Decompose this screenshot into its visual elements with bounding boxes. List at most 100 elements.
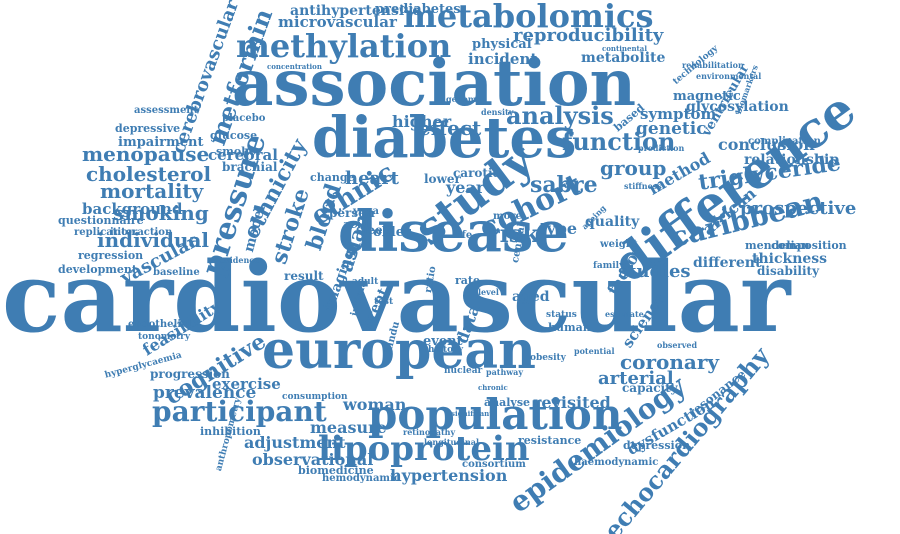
- cloud-word-observed: observed: [657, 340, 698, 350]
- cloud-word-cardiovascular: cardiovascular: [2, 241, 791, 354]
- cloud-word-coronary: coronary: [620, 350, 720, 374]
- cloud-word-depression: depression: [623, 439, 691, 452]
- cloud-word-regression: regression: [78, 249, 144, 262]
- cloud-word-hypertension: hypertension: [390, 466, 508, 485]
- cloud-word-population: population: [368, 390, 623, 439]
- cloud-word-prediction: prediction: [638, 143, 685, 153]
- cloud-word-density: density: [481, 107, 514, 117]
- cloud-word-depressive: depressive: [115, 122, 181, 135]
- cloud-word-obesity: obesity: [530, 353, 566, 363]
- cloud-word-prediabetes: prediabetes: [375, 2, 461, 17]
- cloud-word-individual: individual: [97, 228, 210, 252]
- cloud-word-test: test: [374, 297, 394, 307]
- cloud-word-aged: aged: [512, 289, 550, 305]
- cloud-word-cerebral: cerebral: [208, 146, 278, 164]
- cloud-word-measure: measure: [310, 418, 387, 437]
- cloud-word-metabolomics: metabolomics: [403, 0, 654, 35]
- cloud-word-significant: significant: [451, 409, 493, 418]
- cloud-word-placebo: placebo: [222, 113, 266, 124]
- cloud-word-development: development: [58, 263, 138, 276]
- cloud-word-pathway: pathway: [486, 367, 524, 377]
- cloud-word-rehabilitation: rehabilitation: [682, 60, 744, 70]
- cloud-word-complication: complication: [748, 136, 821, 147]
- cloud-word-thickness: thickness: [752, 251, 828, 267]
- cloud-word-symptom: symptom: [640, 105, 717, 123]
- cloud-word-metabolite: metabolite: [581, 50, 666, 66]
- cloud-word-longitudinal: longitudinal: [424, 437, 480, 447]
- cloud-word-analysis: analysis: [506, 101, 614, 130]
- cloud-word-risk: risk: [487, 219, 539, 248]
- cloud-word-nuclear: nuclear: [444, 366, 483, 376]
- cloud-word-endothelial: endothelial: [128, 319, 192, 330]
- cloud-word-effect: effect: [418, 116, 482, 140]
- cloud-word-inhibition: inhibition: [200, 425, 261, 438]
- cloud-word-studies: studies: [618, 261, 691, 282]
- cloud-word-smoker: smoker: [216, 145, 262, 158]
- cloud-word-carotid: carotid: [453, 166, 501, 180]
- cloud-word-composition: composition: [771, 239, 847, 252]
- cloud-word-history: history: [428, 345, 464, 355]
- cloud-word-association: association: [232, 46, 637, 121]
- cloud-word-life: life: [454, 230, 473, 241]
- cloud-word-methylation: methylation: [236, 27, 452, 65]
- cloud-word-continental: continental: [602, 44, 647, 53]
- cloud-word-lipoprotein: lipoprotein: [318, 429, 530, 469]
- cloud-word-questionnaire: questionnaire: [58, 214, 144, 227]
- cloud-word-change: change: [310, 171, 355, 184]
- cloud-word-arterial: arterial: [598, 368, 674, 389]
- cloud-word-glucose: glucose: [210, 129, 258, 142]
- cloud-word-smoking: smoking: [113, 201, 209, 225]
- cloud-word-concentration: concentration: [267, 62, 322, 71]
- cloud-word-person: person: [329, 206, 375, 220]
- cloud-word-more: more: [493, 211, 522, 222]
- cloud-word-environmental: environmental: [696, 71, 762, 81]
- cloud-word-estimate: estimate: [605, 309, 644, 319]
- cloud-word-adult: adult: [352, 277, 379, 287]
- cloud-word-antihypertensive: antihypertensive: [290, 3, 422, 19]
- cloud-word-higher: higher: [392, 112, 452, 131]
- cloud-word-evidence: evidence: [220, 255, 260, 265]
- cloud-word-diabetes: diabetes: [312, 105, 577, 171]
- cloud-word-function: function: [562, 127, 676, 156]
- cloud-word-magnetic: magnetic: [673, 89, 741, 104]
- cloud-word-type: type: [539, 219, 578, 238]
- cloud-word-group: group: [600, 156, 667, 180]
- cloud-word-exercise: exercise: [212, 375, 281, 393]
- cloud-word-rate: rate: [455, 274, 481, 287]
- cloud-word-acid: acid: [343, 218, 369, 231]
- cloud-word-glycosylation: glycosylation: [686, 99, 789, 115]
- cloud-word-sabre: sabre: [530, 172, 598, 198]
- cloud-word-european: european: [262, 320, 536, 381]
- cloud-word-interaction: interaction: [110, 227, 173, 238]
- cloud-word-genome: genome: [446, 94, 482, 104]
- cloud-word-brachial: brachial: [222, 160, 278, 174]
- cloud-word-replication: replication: [74, 227, 136, 238]
- cloud-word-menopause: menopause: [82, 142, 210, 166]
- cloud-word-quality: quality: [585, 214, 640, 230]
- cloud-word-result: result: [284, 269, 324, 283]
- cloud-word-background: background: [82, 200, 183, 218]
- cloud-word-chronic: chronic: [478, 383, 508, 392]
- cloud-word-biomedicine: biomedicine: [298, 464, 374, 477]
- cloud-word-adjustment: adjustment: [244, 433, 346, 452]
- cloud-word-year: year: [446, 178, 485, 197]
- cloud-word-cholesterol: cholesterol: [86, 162, 212, 186]
- cloud-word-conclusion: conclusion: [718, 135, 815, 154]
- cloud-word-disease: disease: [338, 199, 570, 265]
- cloud-word-progression: progression: [150, 367, 230, 381]
- cloud-word-consortium: consortium: [462, 459, 526, 470]
- cloud-word-prevalence: prevalence: [153, 383, 257, 403]
- cloud-word-genetic: genetic: [636, 119, 707, 139]
- cloud-word-prospective: prospective: [740, 198, 857, 219]
- cloud-word-assessment: assessment: [134, 105, 199, 116]
- cloud-word-relationship: relationship: [744, 152, 840, 168]
- cloud-word-haemodynamic: haemodynamic: [574, 457, 659, 468]
- cloud-word-woman: woman: [343, 395, 407, 414]
- cloud-word-tonometry: tonometry: [138, 332, 191, 342]
- cloud-word-observational: observational: [252, 450, 374, 469]
- cloud-word-mendelian: mendelian: [745, 239, 810, 252]
- cloud-word-resistance: resistance: [518, 434, 582, 447]
- cloud-word-human: human: [548, 321, 591, 334]
- cloud-word-revisited: revisited: [533, 393, 611, 412]
- cloud-word-level: level: [478, 287, 499, 297]
